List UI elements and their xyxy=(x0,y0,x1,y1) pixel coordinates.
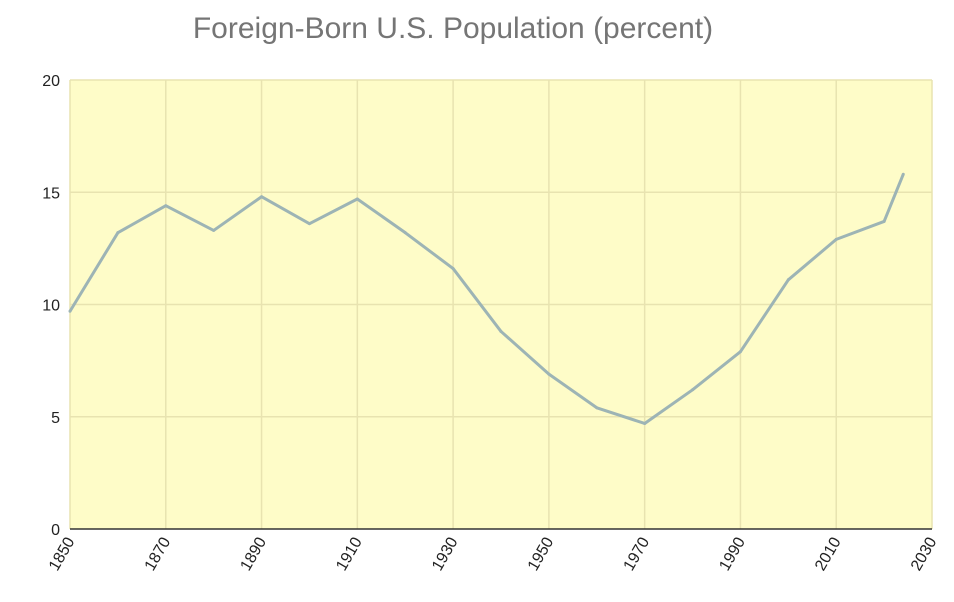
data-point xyxy=(116,231,120,235)
y-tick-label: 0 xyxy=(51,522,60,539)
x-tick-label: 1930 xyxy=(429,534,462,573)
y-tick-label: 5 xyxy=(51,410,60,427)
x-tick-label: 1970 xyxy=(621,534,654,573)
data-point xyxy=(68,309,72,313)
data-point xyxy=(307,222,311,226)
data-point xyxy=(260,195,264,199)
data-point xyxy=(643,421,647,425)
data-point xyxy=(451,267,455,271)
data-point xyxy=(212,228,216,232)
data-point xyxy=(882,219,886,223)
x-tick-label: 1850 xyxy=(46,534,79,573)
chart-title: Foreign-Born U.S. Population (percent) xyxy=(192,12,714,45)
data-point xyxy=(834,237,838,241)
data-point xyxy=(164,204,168,208)
x-tick-label: 1910 xyxy=(333,534,366,573)
data-point xyxy=(786,278,790,282)
x-tick-label: 1870 xyxy=(142,534,175,573)
data-point xyxy=(738,350,742,354)
x-tick-label: 1890 xyxy=(238,534,271,573)
data-point xyxy=(355,197,359,201)
data-point xyxy=(691,388,695,392)
y-tick-label: 10 xyxy=(42,298,60,315)
x-tick-label: 1990 xyxy=(716,534,749,573)
x-tick-label: 2030 xyxy=(908,534,941,573)
y-tick-label: 15 xyxy=(42,185,60,202)
x-tick-label: 2010 xyxy=(812,534,845,573)
data-point xyxy=(403,231,407,235)
data-point xyxy=(499,329,503,333)
x-tick-label: 1950 xyxy=(525,534,558,573)
y-tick-label: 20 xyxy=(42,73,60,90)
data-point xyxy=(595,406,599,410)
data-point xyxy=(547,372,551,376)
data-point xyxy=(901,172,905,176)
